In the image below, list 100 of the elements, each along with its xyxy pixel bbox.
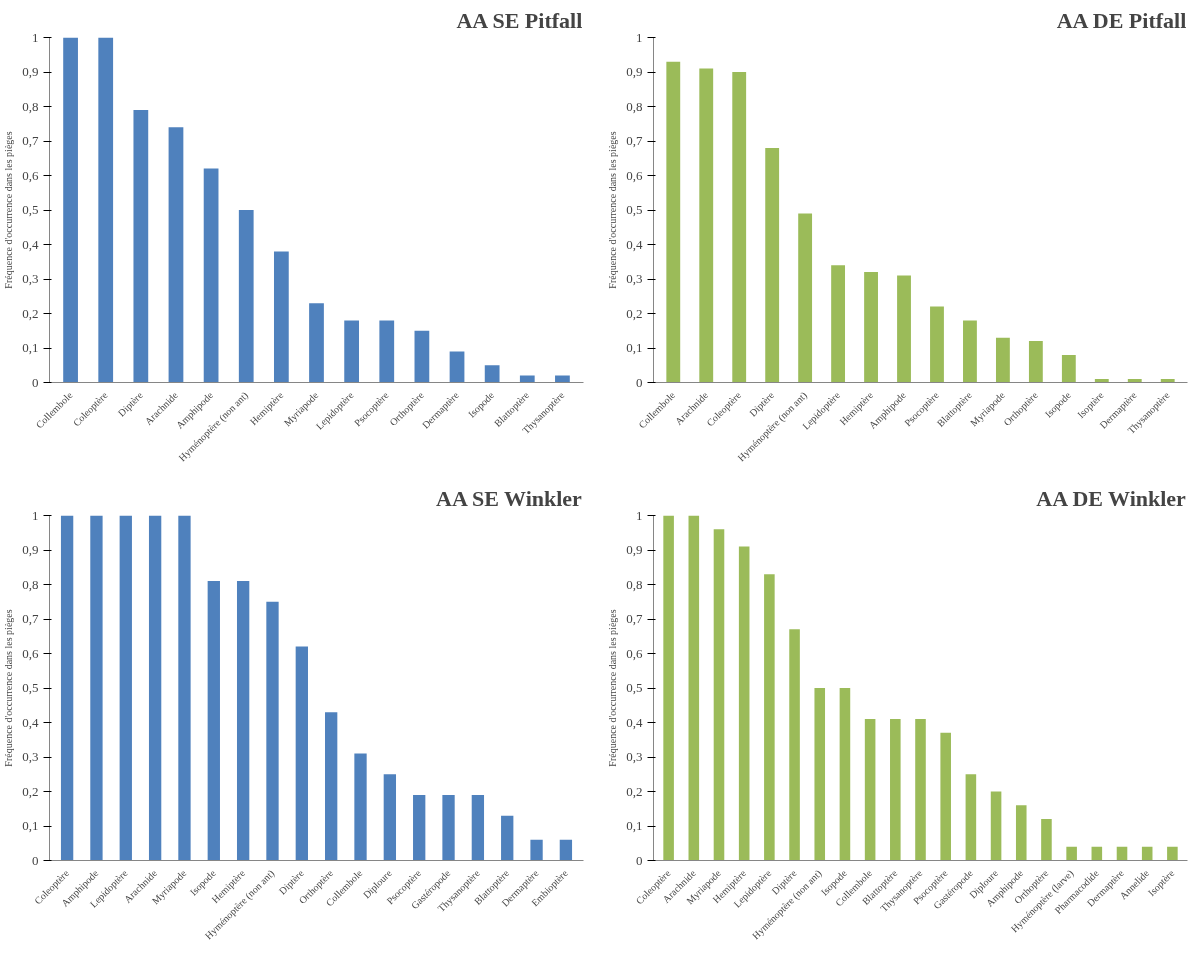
bar	[890, 719, 901, 861]
bar	[897, 275, 911, 383]
y-tick-label: 0,7	[626, 133, 643, 148]
bar	[963, 320, 977, 383]
bar	[133, 109, 149, 383]
bar	[559, 839, 573, 861]
y-tick-label: 1	[32, 507, 39, 523]
bar	[688, 515, 700, 861]
bar	[789, 629, 800, 861]
bar	[414, 330, 430, 383]
y-tick-label: 0,6	[22, 645, 39, 661]
bar	[344, 320, 360, 383]
y-tick-label: 0,1	[22, 818, 39, 833]
bar	[63, 37, 78, 383]
bar	[713, 529, 725, 861]
y-tick-label: 0,4	[626, 714, 643, 730]
bar	[379, 320, 395, 383]
y-tick-label: 0,4	[22, 714, 39, 730]
y-tick-label: 0,9	[22, 542, 39, 557]
bar	[1028, 341, 1043, 383]
bar	[119, 515, 132, 861]
y-tick-label: 0,9	[626, 64, 643, 79]
bar	[325, 712, 338, 861]
bar	[236, 581, 250, 861]
y-tick-label: 0,3	[626, 271, 643, 286]
bar	[168, 127, 184, 383]
chart-title: AA DE Winkler	[1036, 485, 1187, 511]
bar	[309, 303, 324, 383]
bar	[449, 351, 465, 383]
y-tick-label: 0,7	[626, 611, 643, 626]
y-tick-label: 0	[32, 374, 39, 390]
bar	[765, 147, 780, 383]
y-tick-label: 0,9	[22, 64, 39, 79]
bar	[839, 688, 851, 861]
bar	[738, 546, 750, 861]
bar	[940, 732, 951, 861]
chart-title: AA DE Pitfall	[1056, 7, 1187, 33]
bar	[699, 68, 714, 383]
y-tick-label: 1	[636, 507, 643, 523]
y-tick-label: 0,8	[22, 98, 39, 114]
y-tick-label: 0,4	[626, 236, 643, 252]
y-tick-label: 0,1	[626, 818, 643, 833]
bar	[915, 719, 926, 861]
y-axis-title: Fréquence d'occurrence dans les pièges	[3, 609, 15, 767]
y-tick-label: 0,8	[626, 576, 643, 592]
y-tick-label: 0,5	[22, 202, 39, 217]
bar	[60, 515, 74, 861]
y-tick-label: 0,6	[626, 645, 643, 661]
bar	[354, 753, 367, 861]
chart-title: AA SE Pitfall	[456, 7, 583, 33]
bar	[383, 774, 397, 861]
bar	[203, 168, 219, 383]
y-tick-label: 0,6	[626, 167, 643, 183]
bar	[930, 306, 944, 383]
bar	[1041, 819, 1052, 861]
y-tick-label: 0	[636, 852, 643, 868]
bar	[90, 515, 103, 861]
y-tick-label: 0,8	[22, 576, 39, 592]
bar	[148, 515, 162, 861]
y-tick-label: 0,9	[626, 542, 643, 557]
y-tick-label: 0,4	[22, 236, 39, 252]
bar	[995, 337, 1010, 383]
y-tick-label: 0,2	[626, 305, 643, 321]
bar	[266, 601, 279, 861]
bar	[442, 794, 455, 861]
bar	[413, 794, 426, 861]
bar	[98, 37, 114, 383]
bar	[990, 791, 1002, 861]
y-tick-label: 0,2	[22, 305, 39, 321]
y-tick-label: 1	[636, 29, 643, 45]
y-tick-label: 0,2	[22, 783, 39, 799]
y-tick-label: 0,8	[626, 98, 643, 114]
bar	[1167, 846, 1178, 861]
y-tick-label: 0,1	[22, 340, 39, 355]
bar	[501, 815, 514, 861]
bar	[666, 61, 681, 383]
bar	[864, 719, 876, 861]
bar	[965, 774, 977, 861]
y-axis-title: Fréquence d'occurrence dans les pièges	[607, 609, 619, 767]
y-axis-title: Fréquence d'occurrence dans les pièges	[607, 131, 619, 289]
bar	[484, 365, 500, 383]
bar	[1015, 805, 1027, 861]
bar	[1061, 354, 1076, 383]
y-tick-label: 0,5	[626, 680, 643, 695]
bar	[207, 581, 220, 861]
y-tick-label: 0,5	[22, 680, 39, 695]
bar	[295, 646, 308, 861]
bar	[764, 574, 775, 861]
y-tick-label: 0,7	[22, 133, 39, 148]
y-tick-label: 0,5	[626, 202, 643, 217]
bar	[864, 272, 878, 383]
y-tick-label: 0,2	[626, 783, 643, 799]
bar	[178, 515, 191, 861]
y-tick-label: 0,1	[626, 340, 643, 355]
y-tick-label: 0,3	[22, 749, 39, 764]
bar	[814, 688, 826, 861]
bar	[273, 251, 289, 383]
bar	[798, 213, 813, 383]
y-tick-label: 0,3	[22, 271, 39, 286]
chart-title: AA SE Winkler	[435, 485, 583, 511]
